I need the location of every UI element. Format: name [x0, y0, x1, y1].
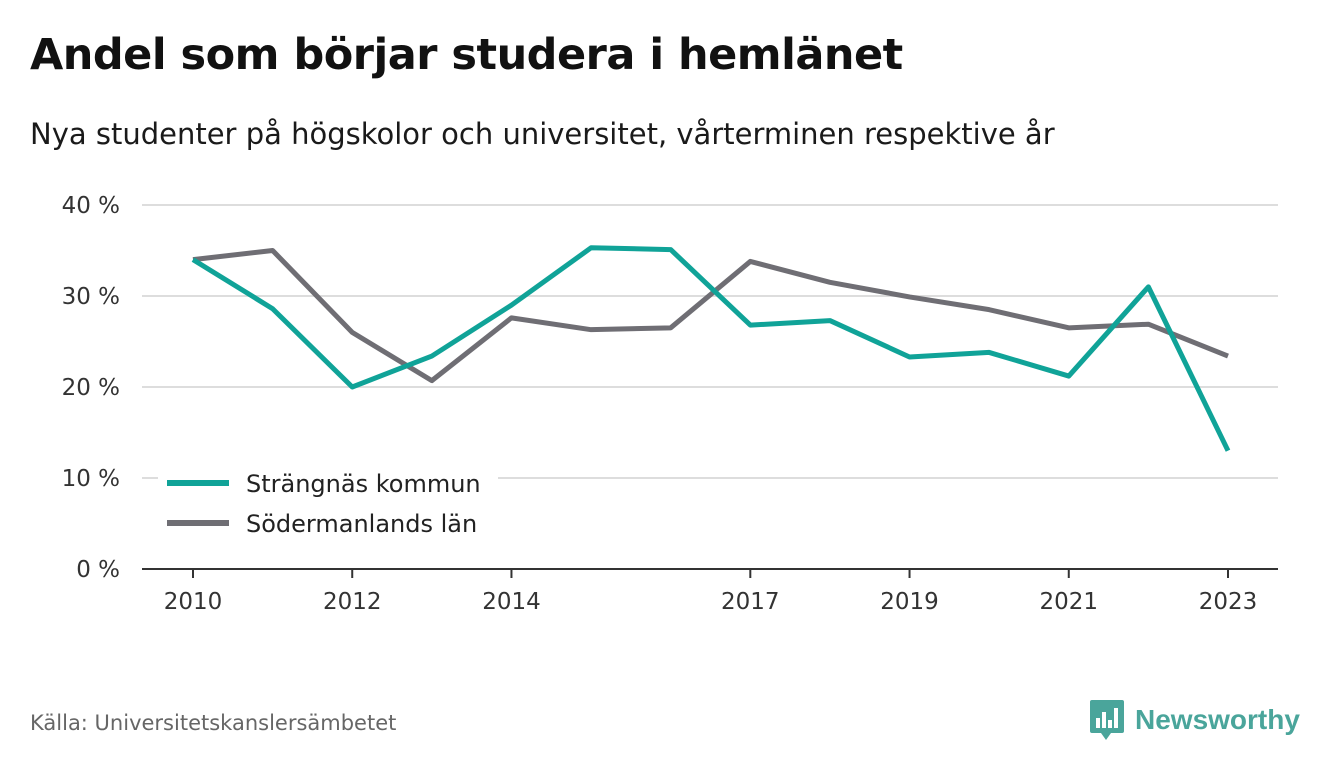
legend-label: Södermanlands län [246, 510, 477, 538]
x-axis: 2010 2012 2014 2017 2019 2021 2023 [142, 568, 1278, 615]
x-tick-label: 2019 [880, 589, 939, 615]
x-tick-label: 2010 [164, 589, 223, 615]
chart-subtitle: Nya studenter på högskolor och universit… [30, 117, 1055, 151]
series-line-0 [191, 245, 1231, 452]
y-tick-label: 0 % [76, 557, 120, 583]
y-tick-label: 30 % [62, 284, 120, 310]
gridlines [142, 204, 1278, 479]
x-tick-label: 2014 [482, 589, 541, 615]
chart-title: Andel som börjar studera i hemlänet [30, 30, 903, 80]
x-tick-label: 2017 [721, 589, 780, 615]
newsworthy-logo-icon [1090, 700, 1124, 740]
brand-logo: Newsworthy [1089, 698, 1300, 742]
x-tick-label: 2023 [1199, 589, 1258, 615]
legend: Strängnäs kommun Södermanlands län [158, 465, 498, 541]
y-tick-label: 40 % [62, 193, 120, 219]
series-lines [191, 245, 1231, 452]
series-line-1 [192, 248, 1229, 384]
legend-label: Strängnäs kommun [246, 470, 481, 498]
x-tick-label: 2012 [323, 589, 382, 615]
x-tick-label: 2021 [1039, 589, 1098, 615]
y-tick-label: 20 % [62, 375, 120, 401]
source-note: Källa: Universitetskanslersämbetet [30, 711, 397, 735]
y-axis-ticks: 0 % 10 % 20 % 30 % 40 % [62, 193, 120, 583]
brand-name: Newsworthy [1135, 704, 1300, 735]
y-tick-label: 10 % [62, 466, 120, 492]
